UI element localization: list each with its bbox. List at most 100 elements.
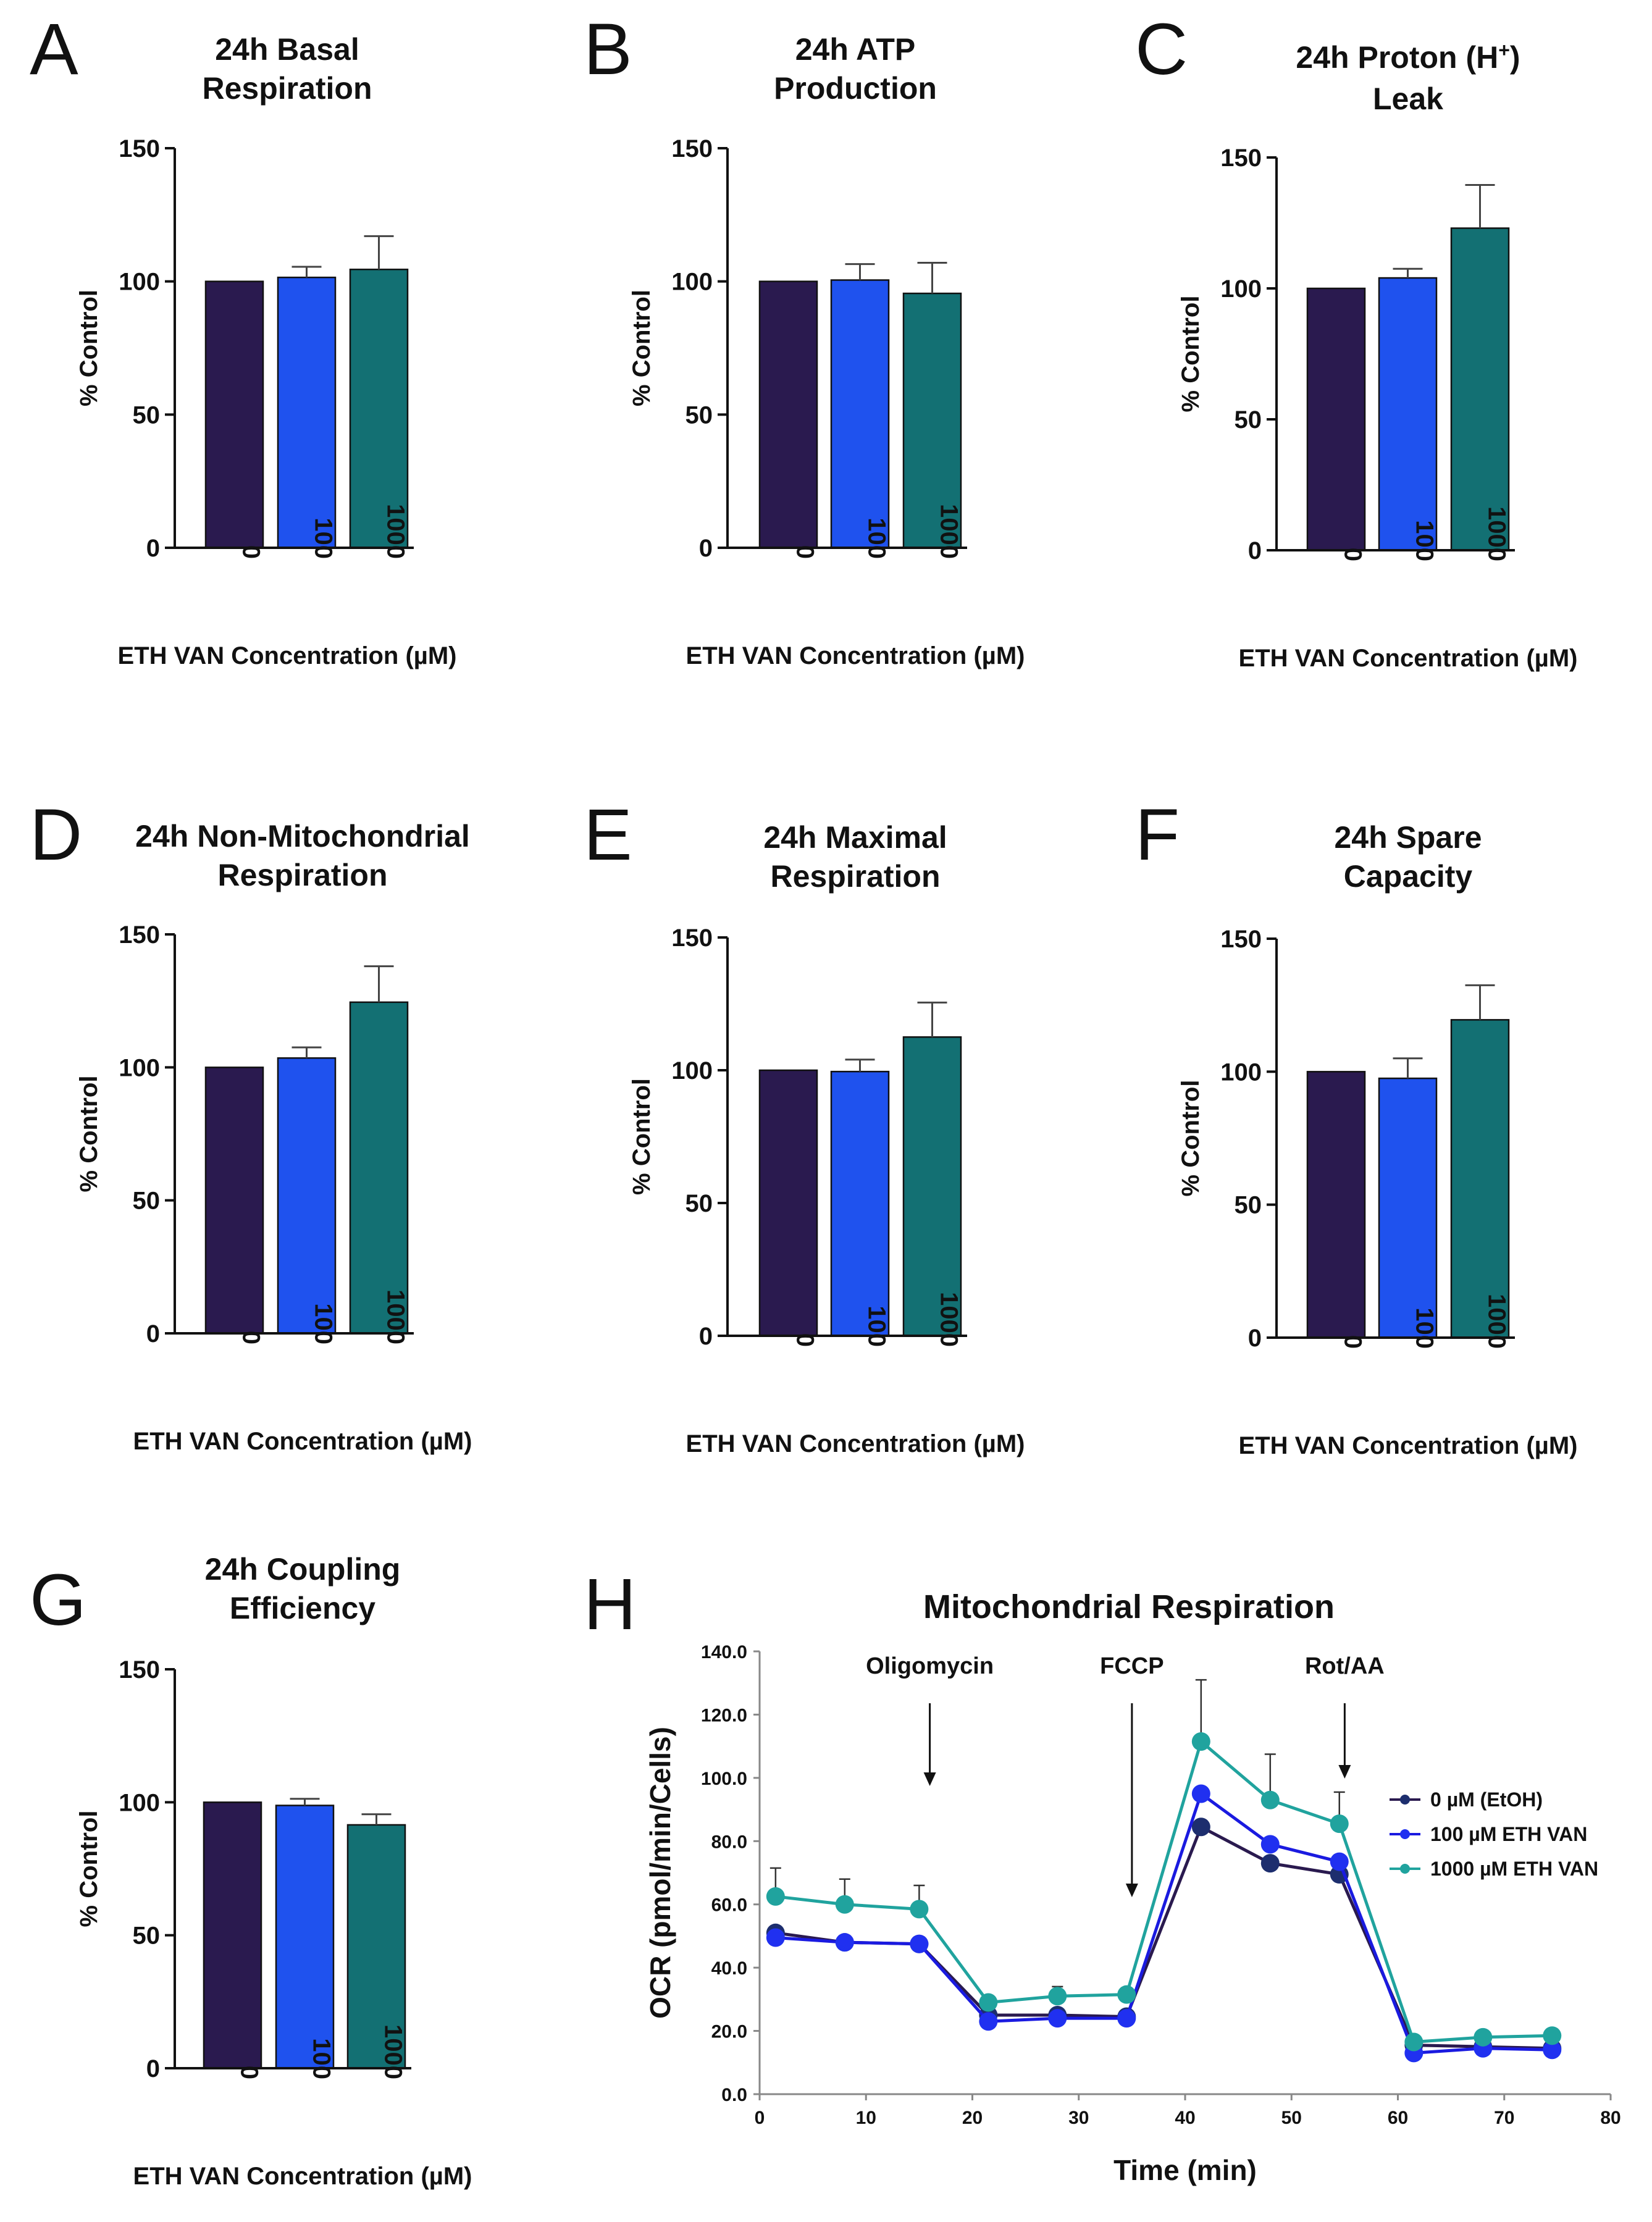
legend-label: 0 µM (EtOH): [1430, 1788, 1543, 1811]
panel-letter: A: [30, 9, 78, 90]
y-tick-label: 0: [146, 1320, 160, 1348]
bar: [349, 1001, 409, 1335]
legend-label: 1000 µM ETH VAN: [1430, 1858, 1598, 1880]
series-point: [1191, 1784, 1210, 1803]
series-point: [1474, 2027, 1493, 2047]
chart-title-line: 24h Basal: [215, 32, 359, 67]
series-point: [1330, 1814, 1349, 1834]
y-tick-label: 50: [133, 401, 161, 429]
x-tick-label: 1000: [936, 1292, 963, 1347]
x-tick-label: 20: [962, 2108, 983, 2128]
y-tick-label: 0: [699, 1323, 713, 1350]
y-tick-label: 150: [1220, 145, 1262, 172]
x-axis-label: ETH VAN Concentration (µM): [686, 1430, 1025, 1457]
bar: [1450, 1019, 1510, 1339]
y-tick-label: 50: [1235, 406, 1262, 434]
annotation-arrow-head: [1338, 1765, 1351, 1779]
y-tick-label: 0.0: [721, 2085, 747, 2105]
x-tick-label: 1000: [1483, 1294, 1511, 1349]
y-tick-label: 100: [671, 1057, 713, 1084]
annotation-arrow-head: [923, 1772, 936, 1786]
x-tick-label: 1000: [936, 504, 963, 559]
x-tick-label: 1000: [1483, 506, 1511, 561]
y-tick-label: 100: [119, 269, 160, 296]
x-axis-label: ETH VAN Concentration (µM): [686, 642, 1025, 669]
series-point: [1260, 1790, 1280, 1809]
series-point: [1191, 1732, 1210, 1751]
bar-panel-d: D 24h Non-Mitochondrial Respiration 0 50 100 1…: [30, 794, 472, 1455]
series-point: [910, 1900, 929, 1919]
bar: [1306, 1071, 1366, 1339]
series-point: [835, 1895, 854, 1914]
bar: [1378, 1077, 1438, 1339]
line-panel-h: H Mitochondrial Respiration 0.0 20.0 40.0 60.…: [584, 1564, 1621, 2186]
y-tick-label: 100: [1220, 1059, 1262, 1086]
chart-title-line: Leak: [1373, 82, 1443, 116]
y-tick-label: 100: [119, 1789, 160, 1816]
legend-swatch-marker: [1400, 1864, 1410, 1874]
panel-letter: F: [1135, 794, 1180, 876]
series-point: [1404, 2032, 1423, 2052]
y-tick-label: 50: [133, 1922, 161, 1950]
bar: [1306, 287, 1366, 551]
series-point: [1260, 1835, 1280, 1854]
y-tick-label: 150: [671, 135, 713, 162]
series-point: [1117, 2009, 1136, 2028]
bar: [902, 1036, 962, 1337]
x-axis-label: ETH VAN Concentration (µM): [1239, 1432, 1578, 1459]
annotation-label: Oligomycin: [866, 1653, 994, 1679]
legend-swatch-marker: [1400, 1829, 1410, 1839]
y-tick-label: 40.0: [711, 1958, 747, 1979]
x-tick-label: 100: [1411, 520, 1438, 561]
chart-title-line: Respiration: [770, 859, 940, 894]
y-axis-label: % Control: [75, 1811, 103, 1927]
panel-letter: G: [30, 1559, 86, 1641]
y-tick-label: 0: [146, 535, 160, 562]
y-tick-label: 50: [1235, 1192, 1262, 1219]
series-point: [1330, 1852, 1349, 1871]
y-tick-label: 140.0: [701, 1642, 747, 1662]
x-tick-label: 1000: [382, 1289, 409, 1344]
series-point: [766, 1928, 785, 1947]
series-point: [979, 1993, 998, 2012]
x-tick-label: 1000: [382, 504, 409, 559]
series-point: [1191, 1817, 1210, 1837]
x-tick-label: 60: [1388, 2108, 1408, 2128]
y-axis-label: % Control: [75, 1076, 103, 1193]
series-line-1: [775, 1791, 1553, 2055]
series-point: [1543, 2040, 1562, 2060]
x-tick-label: 80: [1600, 2108, 1621, 2128]
y-tick-label: 100.0: [701, 1769, 747, 1789]
chart-title-line: 24h Proton (H+): [1296, 39, 1520, 75]
chart-title-line: Capacity: [1344, 859, 1473, 894]
annotation-label: Rot/AA: [1305, 1653, 1385, 1679]
x-tick-label: 70: [1494, 2108, 1514, 2128]
bar: [277, 276, 337, 549]
panel-letter: B: [584, 9, 632, 90]
panel-letter: D: [30, 794, 82, 876]
bar: [204, 1067, 264, 1335]
y-tick-label: 0: [699, 535, 713, 562]
y-tick-label: 150: [119, 1656, 160, 1683]
x-axis-label: Time (min): [1113, 2154, 1257, 2186]
y-axis-label: OCR (pmol/min/Cells): [644, 1727, 676, 2019]
x-axis-label: ETH VAN Concentration (µM): [1239, 645, 1578, 672]
x-tick-label: 50: [1281, 2108, 1302, 2128]
chart-title-line: Respiration: [217, 858, 387, 892]
chart-title-line: 24h Maximal: [763, 820, 947, 855]
y-axis-label: % Control: [75, 290, 103, 406]
y-axis-label: % Control: [1177, 1080, 1204, 1197]
bar: [1450, 227, 1510, 551]
y-tick-label: 100: [119, 1054, 160, 1081]
chart-title-line: Respiration: [202, 71, 372, 106]
chart-title-line: Production: [774, 71, 937, 106]
x-tick-label: 100: [863, 1306, 891, 1347]
chart-title-line: Efficiency: [230, 1591, 375, 1625]
y-tick-label: 50: [686, 401, 713, 429]
y-tick-label: 120.0: [701, 1705, 747, 1725]
bar-panel-e: E 24h Maximal Respiration 0 50 100 150 % Contro…: [584, 794, 1025, 1457]
x-tick-label: 10: [856, 2108, 876, 2128]
